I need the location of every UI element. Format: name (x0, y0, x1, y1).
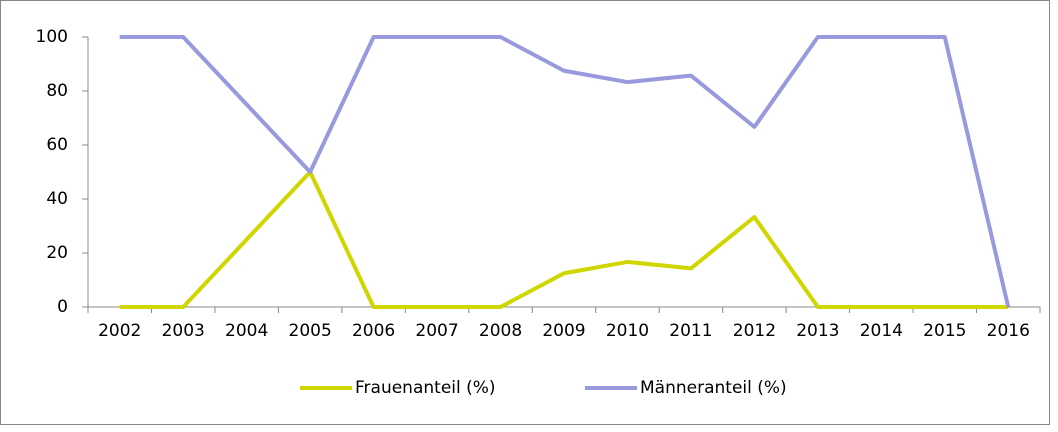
y-tick-label: 40 (46, 189, 68, 209)
x-tick-label: 2014 (860, 321, 903, 341)
x-tick-label: 2012 (733, 321, 776, 341)
x-tick-label: 2007 (415, 321, 458, 341)
y-tick-label: 0 (57, 297, 68, 317)
y-tick-label: 80 (46, 81, 68, 101)
x-tick-label: 2013 (796, 321, 839, 341)
series-line (119, 35, 1011, 308)
chart-border (0, 0, 1050, 425)
y-tick-label: 100 (36, 27, 68, 47)
x-tick-label: 2004 (225, 321, 268, 341)
y-tick-label: 60 (46, 135, 68, 155)
x-tick-label: 2016 (987, 321, 1030, 341)
x-tick-label: 2005 (289, 321, 332, 341)
x-tick-label: 2015 (923, 321, 966, 341)
series-line (119, 170, 1009, 309)
x-tick-label: 2008 (479, 321, 522, 341)
x-tick-label: 2010 (606, 321, 649, 341)
x-tick-label: 2002 (98, 321, 141, 341)
x-tick-label: 2009 (542, 321, 585, 341)
legend-label: Frauenanteil (%) (355, 378, 496, 398)
x-tick-label: 2006 (352, 321, 395, 341)
x-tick-label: 2011 (669, 321, 712, 341)
legend-label: Männeranteil (%) (640, 378, 787, 398)
y-tick-label: 20 (46, 243, 68, 263)
x-tick-label: 2003 (162, 321, 205, 341)
